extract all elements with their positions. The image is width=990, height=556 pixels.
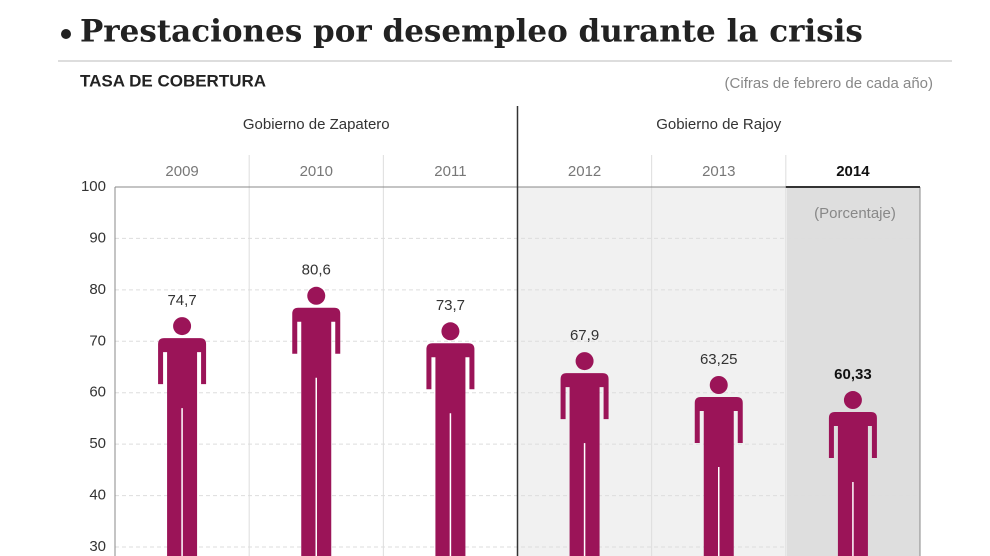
- subtitle: TASA DE COBERTURA: [80, 71, 266, 90]
- x-tick-label: 2012: [568, 163, 601, 180]
- y-tick-label: 50: [89, 435, 106, 452]
- y-tick-label: 90: [89, 229, 106, 246]
- person-figure: [694, 376, 743, 556]
- y-tick-label: 70: [89, 332, 106, 349]
- y-tick-label: 40: [89, 487, 106, 504]
- x-tick-label: 2013: [702, 163, 735, 180]
- title-bullet: [61, 29, 71, 39]
- group-label: Gobierno de Rajoy: [656, 116, 782, 133]
- value-label: 73,7: [436, 297, 465, 314]
- y-tick-label: 30: [89, 538, 106, 555]
- value-label: 67,9: [570, 327, 599, 344]
- shaded-band: [518, 187, 787, 556]
- value-label: 60,33: [834, 366, 872, 383]
- value-label: 63,25: [700, 351, 738, 368]
- x-tick-label: 2009: [165, 163, 198, 180]
- note: (Cifras de febrero de cada año): [725, 75, 933, 92]
- unit-label: (Porcentaje): [814, 205, 896, 222]
- group-label: Gobierno de Zapatero: [243, 116, 390, 133]
- chart-title: Prestaciones por desempleo durante la cr…: [80, 14, 863, 50]
- value-label: 80,6: [302, 262, 331, 279]
- value-label: 74,7: [167, 292, 196, 309]
- y-tick-label: 60: [89, 384, 106, 401]
- x-tick-label: 2010: [300, 163, 333, 180]
- x-tick-label: 2014: [836, 163, 870, 180]
- person-figure: [828, 391, 877, 556]
- x-tick-label: 2011: [434, 163, 466, 180]
- y-tick-label: 80: [89, 281, 106, 298]
- y-tick-label: 100: [81, 178, 106, 195]
